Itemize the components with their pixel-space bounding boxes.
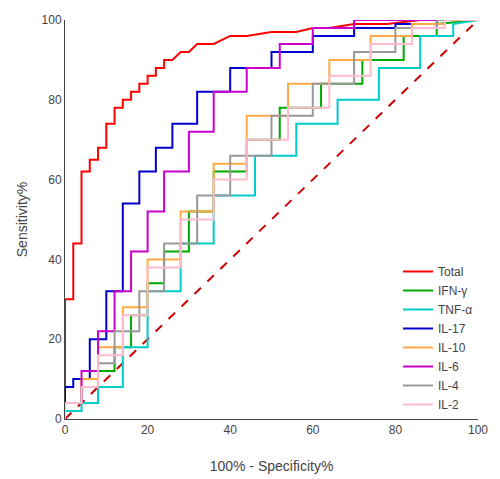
svg-text:IL-6: IL-6 — [438, 360, 459, 374]
svg-text:IL-17: IL-17 — [438, 322, 466, 336]
svg-text:0: 0 — [55, 412, 62, 426]
svg-text:IL-10: IL-10 — [438, 341, 466, 355]
svg-text:60: 60 — [48, 173, 62, 187]
svg-text:IFN-γ: IFN-γ — [438, 284, 467, 298]
svg-text:60: 60 — [306, 423, 320, 437]
svg-text:20: 20 — [48, 332, 62, 346]
svg-text:Sensitivity%: Sensitivity% — [14, 182, 30, 257]
svg-text:IL-2: IL-2 — [438, 398, 459, 412]
svg-text:40: 40 — [48, 253, 62, 267]
svg-text:IL-4: IL-4 — [438, 379, 459, 393]
svg-text:100: 100 — [42, 13, 62, 27]
svg-text:80: 80 — [389, 423, 403, 437]
svg-text:80: 80 — [48, 93, 62, 107]
svg-text:Total: Total — [438, 265, 463, 279]
svg-text:100: 100 — [468, 423, 488, 437]
svg-text:TNF-α: TNF-α — [438, 303, 472, 317]
svg-text:0: 0 — [62, 423, 69, 437]
svg-text:40: 40 — [224, 423, 238, 437]
svg-text:20: 20 — [141, 423, 155, 437]
svg-text:100% - Specificity%: 100% - Specificity% — [210, 458, 334, 474]
